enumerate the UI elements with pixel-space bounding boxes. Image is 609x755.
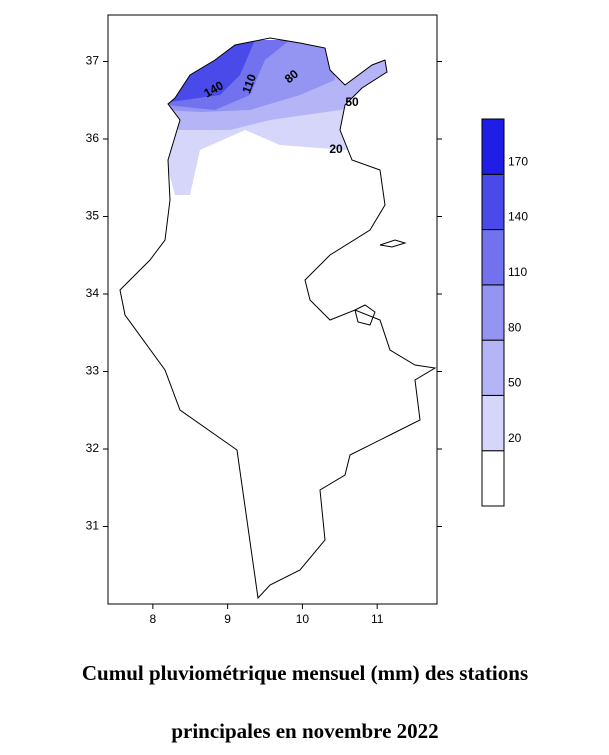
y-tick-label: 37 [86, 54, 100, 68]
x-tick-label: 10 [296, 612, 310, 626]
colorbar-box [481, 118, 505, 175]
country-outline [119, 37, 437, 600]
contour-label: 50 [345, 95, 359, 109]
y-tick-label: 32 [86, 441, 100, 455]
caption-line: principales en novembre 2022 [171, 719, 438, 743]
colorbar-box [481, 284, 505, 341]
colorbar-box [481, 339, 505, 396]
x-tick-label: 11 [371, 612, 384, 626]
colorbar-label: 80 [508, 320, 522, 334]
y-tick-label: 36 [86, 131, 100, 145]
colorbar-label: 50 [508, 376, 522, 390]
y-tick-label: 35 [86, 209, 100, 223]
y-tick-label: 33 [86, 364, 100, 378]
colorbar-box [481, 173, 505, 231]
colorbar-label: 140 [508, 210, 528, 224]
contour-label: 20 [329, 142, 343, 156]
colorbar-box [481, 394, 505, 452]
colorbar-label: 20 [508, 431, 522, 445]
islands [354, 239, 407, 326]
contour-label: 110 [239, 72, 259, 95]
colorbar-box [481, 229, 505, 286]
y-tick-label: 31 [86, 519, 100, 533]
x-tick-label: 8 [150, 612, 157, 626]
y-tick-label: 34 [86, 286, 100, 300]
colorbar-label: 170 [508, 154, 528, 168]
colorbar-box [481, 450, 505, 507]
caption-line: Cumul pluviométrique mensuel (mm) des st… [82, 661, 528, 685]
x-tick-label: 9 [224, 612, 231, 626]
colorbar-label: 110 [508, 265, 527, 279]
